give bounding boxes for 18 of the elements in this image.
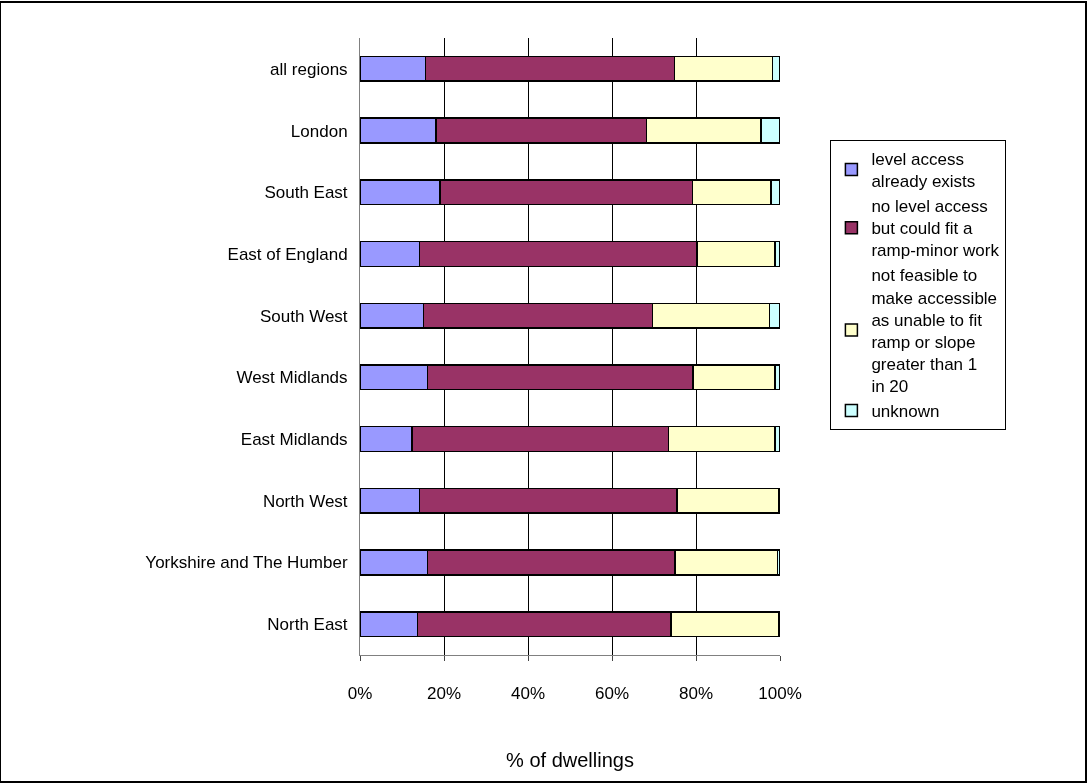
x-tick-label: 0% xyxy=(347,684,373,704)
y-tick-label: all regions xyxy=(270,59,348,79)
y-tick-label: North East xyxy=(267,615,348,635)
x-axis-title: % of dwellings xyxy=(506,748,634,771)
x-tick-label: 40% xyxy=(510,684,546,704)
x-tick-label: 100% xyxy=(758,684,802,704)
x-tick-label: 80% xyxy=(678,684,714,704)
y-tick-label: East of England xyxy=(227,244,348,264)
y-tick-label: West Midlands xyxy=(236,368,348,388)
x-tick-label: 60% xyxy=(594,684,630,704)
y-tick-label: South East xyxy=(264,183,348,203)
y-tick-label: London xyxy=(290,121,348,141)
y-tick-label: South West xyxy=(260,306,348,326)
y-tick-label: North West xyxy=(262,491,348,511)
y-tick-label: East Midlands xyxy=(240,430,348,449)
y-tick-label: Yorkshire and The Humber xyxy=(145,553,348,573)
x-tick-label: 20% xyxy=(426,684,462,704)
legend-label: unknown xyxy=(871,402,940,422)
